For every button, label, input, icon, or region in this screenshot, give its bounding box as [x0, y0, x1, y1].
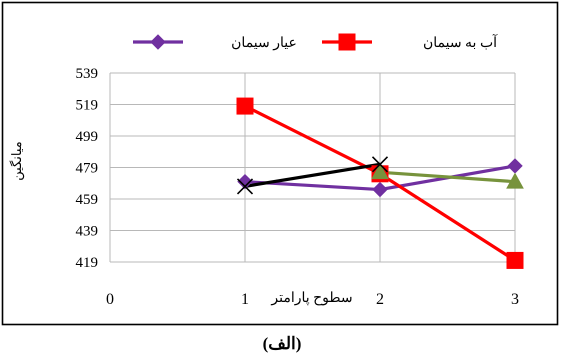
legend-marker-1: [338, 33, 356, 51]
y-tick-labels: 539 519 499 479 459 439 419: [76, 66, 99, 271]
legend-label: آب به سیمان: [423, 33, 498, 51]
x-marker-stroke: [371, 156, 389, 173]
line-chart: 539 519 499 479 459 439 419 0 1 2 3 میانگین سطوح …: [1, 1, 559, 326]
data-point-0-0: [237, 173, 253, 190]
legend: عیار سیمان آب به سیمان: [133, 33, 498, 51]
x-tick-label: 0: [106, 291, 114, 308]
data-point-3-0: [236, 178, 254, 195]
figure-caption: (الف): [262, 334, 302, 353]
chart-frame: [1, 1, 559, 326]
y-tick-label: 439: [76, 224, 99, 240]
data-point-3-1: [371, 156, 389, 173]
x-tick-label: 1: [241, 291, 249, 308]
y-tick-label: 519: [76, 98, 99, 114]
data-point-0-1: [372, 181, 388, 198]
data-point-2-2: [506, 172, 524, 189]
x-marker-stroke: [236, 178, 254, 195]
y-tick-label: 459: [76, 192, 99, 208]
series-line-2: [379, 170, 516, 184]
x-tick-labels: 0 1 2 3: [106, 291, 519, 308]
data-point-2-1: [371, 163, 389, 180]
legend-marker-0: [150, 34, 166, 50]
y-tick-label: 499: [76, 129, 99, 145]
series-line-3: [244, 162, 381, 188]
data-point-1-0: [236, 97, 254, 115]
y-tick-label: 479: [76, 161, 99, 177]
data-point-1-2: [506, 251, 524, 269]
legend-label: عیار سیمان: [231, 36, 297, 51]
y-axis-label: میانگین: [9, 141, 25, 180]
x-tick-label: 2: [376, 291, 384, 308]
y-tick-label: 419: [76, 255, 99, 271]
x-tick-label: 3: [511, 291, 519, 308]
series-markers: [236, 97, 524, 269]
x-axis-label: سطوح پارامتر: [270, 291, 352, 306]
y-tick-label: 539: [76, 66, 99, 82]
